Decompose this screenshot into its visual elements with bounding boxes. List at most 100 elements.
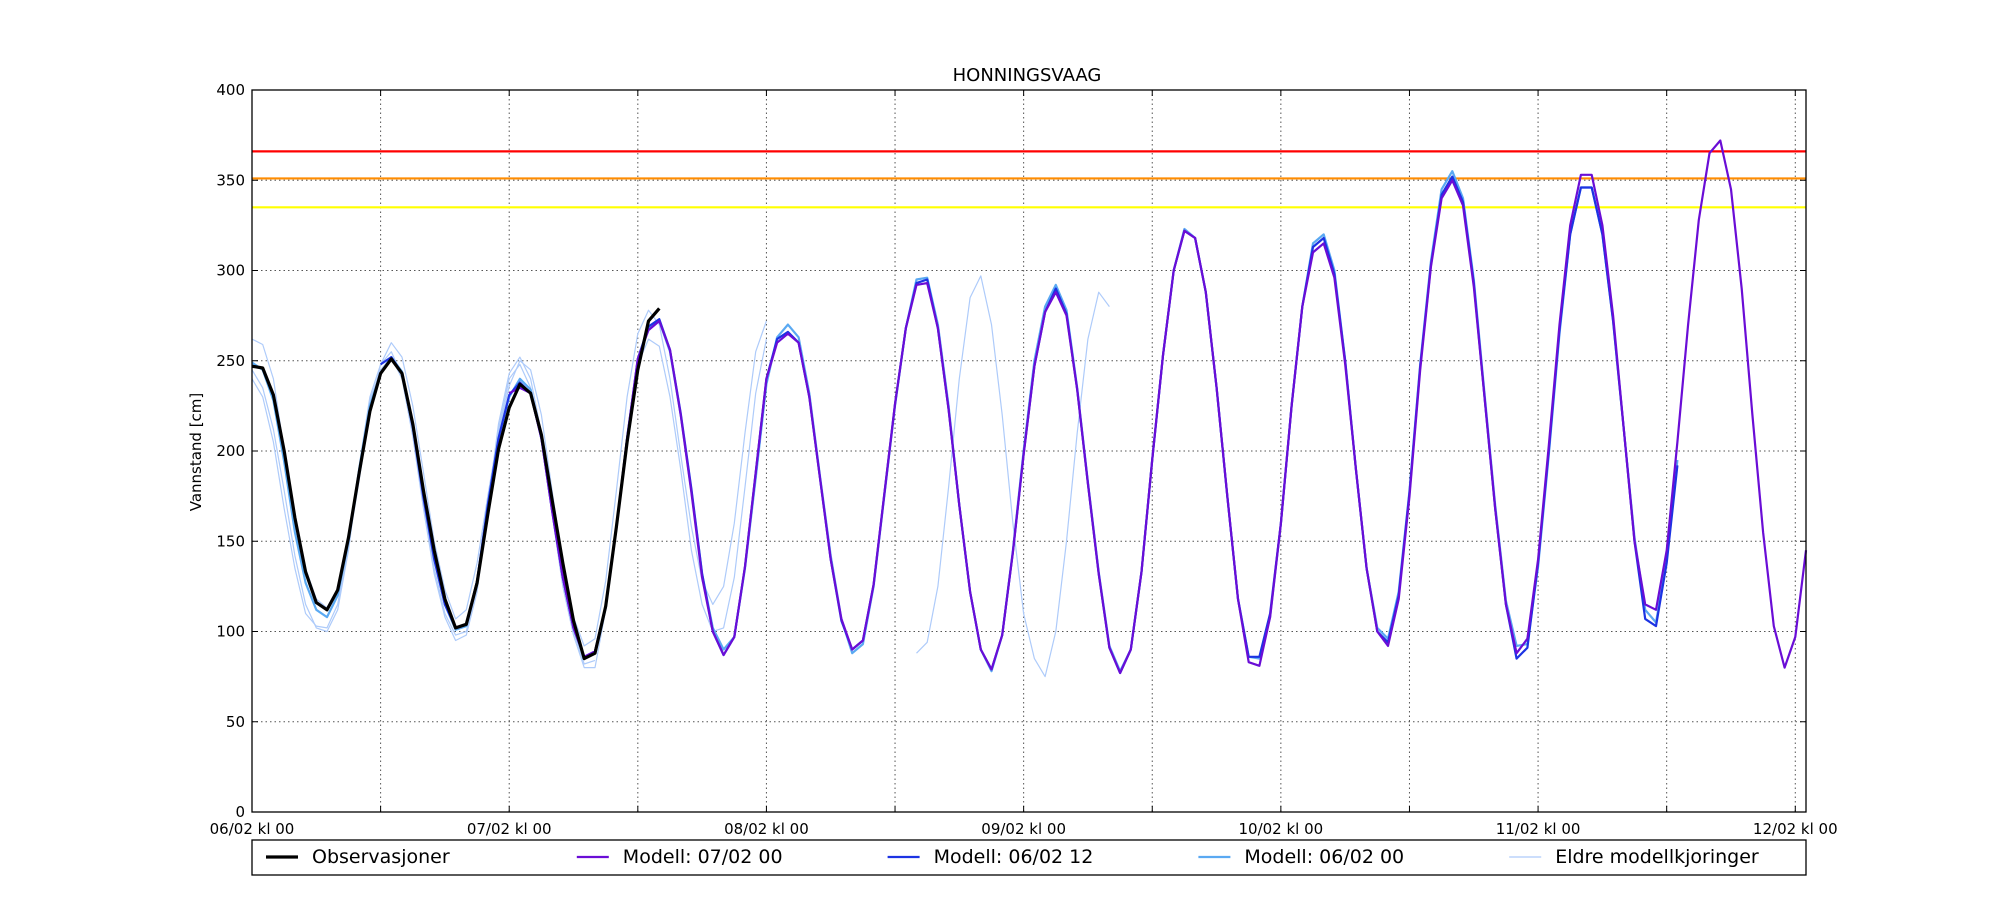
series-line-eldre-modellkjoringer [251, 338, 767, 669]
data-point [927, 279, 928, 280]
data-point [1473, 286, 1474, 287]
data-point [616, 490, 617, 491]
data-point [477, 591, 478, 592]
data-point [1559, 324, 1560, 325]
data-point [702, 577, 703, 578]
data-point [466, 609, 467, 610]
data-point [927, 642, 928, 643]
data-point [1077, 389, 1078, 390]
data-point [862, 644, 863, 645]
data-point [1034, 658, 1035, 659]
y-axis-label: Vannstand [cm] [187, 393, 205, 512]
data-point [1516, 653, 1517, 654]
data-point [712, 604, 713, 605]
y-tick-label: 400 [216, 81, 245, 99]
data-point [1237, 598, 1238, 599]
data-point [1773, 626, 1774, 627]
data-point [1677, 459, 1678, 460]
data-point [326, 627, 327, 628]
data-point [1184, 228, 1185, 229]
data-point [1055, 631, 1056, 632]
data-point [787, 324, 788, 325]
data-point [1087, 483, 1088, 484]
data-point [1045, 311, 1046, 312]
data-point [659, 308, 660, 309]
data-point [1763, 532, 1764, 533]
data-point [766, 378, 767, 379]
data-point [1045, 306, 1046, 307]
data-point [519, 384, 520, 385]
data-point [873, 584, 874, 585]
data-point [1538, 559, 1539, 560]
data-point [744, 566, 745, 567]
data-point [659, 320, 660, 321]
data-point [1495, 508, 1496, 509]
data-point [1441, 198, 1442, 199]
data-point [541, 434, 542, 435]
series-line-modell-07-02-00 [508, 139, 1808, 675]
series-lines [251, 139, 1808, 678]
data-point [1109, 306, 1110, 307]
data-point [316, 627, 317, 628]
data-point [444, 598, 445, 599]
threshold-lines [252, 150, 1806, 209]
data-point [648, 320, 649, 321]
grid [252, 90, 1806, 812]
data-point [284, 508, 285, 509]
data-point [1623, 429, 1624, 430]
data-point [637, 333, 638, 334]
data-point [562, 577, 563, 578]
data-point [669, 349, 670, 350]
data-point [455, 635, 456, 636]
data-point [455, 627, 456, 628]
y-tick-label: 50 [226, 713, 245, 731]
data-point [1066, 315, 1067, 316]
data-point [487, 514, 488, 515]
data-point [562, 562, 563, 563]
data-point [659, 346, 660, 347]
data-point [594, 660, 595, 661]
x-tick-label: 10/02 kl 00 [1238, 820, 1323, 838]
data-point [1055, 284, 1056, 285]
data-point [294, 568, 295, 569]
data-point [1259, 665, 1260, 666]
data-point [637, 369, 638, 370]
data-point [766, 339, 767, 340]
data-point [305, 604, 306, 605]
data-point [1312, 246, 1313, 247]
data-point [991, 671, 992, 672]
data-point [1334, 277, 1335, 278]
data-point [1323, 234, 1324, 235]
data-point [937, 586, 938, 587]
data-point [755, 351, 756, 352]
data-point [1677, 465, 1678, 466]
data-point [1195, 237, 1196, 238]
data-point [594, 638, 595, 639]
data-point [970, 591, 971, 592]
data-point [1409, 496, 1410, 497]
data-point [1730, 189, 1731, 190]
data-point [1462, 205, 1463, 206]
data-point [584, 663, 585, 664]
data-point [326, 617, 327, 618]
data-point [273, 394, 274, 395]
data-point [305, 582, 306, 583]
data-point [1484, 396, 1485, 397]
data-point [1280, 523, 1281, 524]
data-point [498, 438, 499, 439]
data-point [1120, 672, 1121, 673]
data-point [980, 649, 981, 650]
chart-title: HONNINGSVAAG [953, 65, 1102, 86]
data-point [1666, 562, 1667, 563]
data-point [1698, 219, 1699, 220]
data-point [1012, 552, 1013, 553]
data-point [1516, 658, 1517, 659]
data-point [369, 411, 370, 412]
data-point [273, 378, 274, 379]
data-point [1645, 618, 1646, 619]
data-point [519, 378, 520, 379]
data-point [723, 649, 724, 650]
data-point [1323, 243, 1324, 244]
data-point [1045, 676, 1046, 677]
data-point [680, 454, 681, 455]
